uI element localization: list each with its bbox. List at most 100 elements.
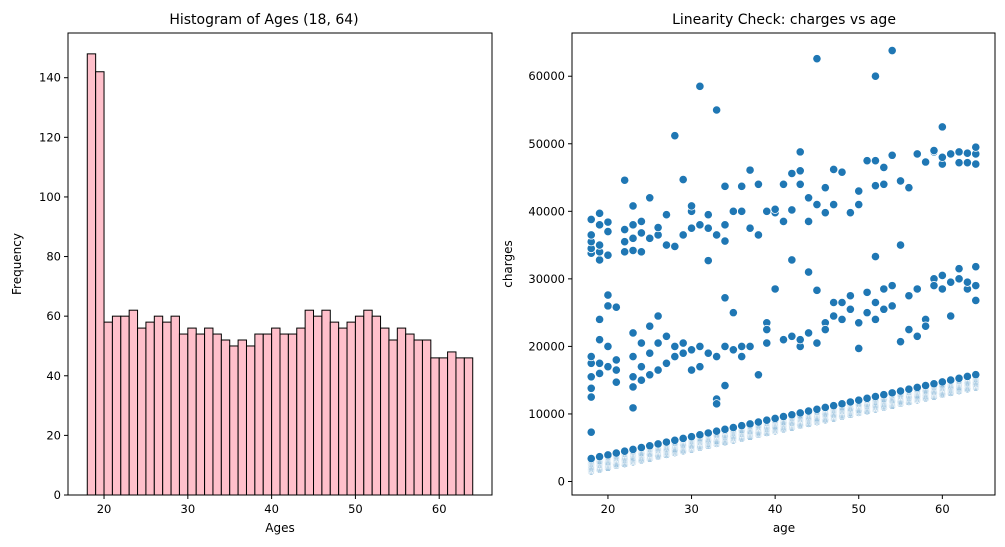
scatter-point: [803, 193, 814, 203]
histogram-bar: [212, 333, 222, 496]
scatter-point: [962, 371, 973, 382]
scatter-point: [745, 223, 755, 233]
scatter-point: [737, 421, 747, 431]
histogram-bar: [120, 315, 130, 496]
scatter-point: [745, 419, 755, 429]
x-tick-label: 40: [768, 502, 783, 516]
scatter-point: [753, 370, 764, 380]
scatter-point: [695, 430, 705, 440]
scatter-point: [670, 435, 680, 445]
histogram-bar: [162, 321, 172, 496]
scatter-point: [946, 375, 956, 385]
scatter-point: [703, 428, 713, 438]
scatter-point: [712, 399, 722, 409]
x-tick-label: 50: [851, 502, 866, 516]
scatter-point: [745, 341, 755, 352]
histogram-bar: [346, 321, 356, 496]
scatter-point: [712, 230, 722, 240]
y-tick-label: 10000: [528, 407, 565, 421]
scatter-point: [636, 338, 646, 348]
scatter-point: [954, 158, 964, 168]
scatter-point: [971, 295, 981, 306]
scatter-point: [971, 159, 981, 169]
scatter-point: [603, 250, 613, 260]
y-tick-label: 120: [39, 130, 61, 144]
histogram-y-ticks: 0 20 40 60 80 100 120 140: [39, 71, 68, 502]
scatter-point: [620, 175, 630, 185]
scatter-point: [778, 411, 789, 422]
scatter-point: [695, 220, 705, 230]
scatter-point: [937, 284, 947, 294]
scatter-point: [737, 351, 747, 362]
histogram-bar: [329, 321, 340, 496]
scatter-point: [795, 166, 805, 176]
scatter-point: [720, 341, 730, 352]
scatter-point: [954, 274, 964, 284]
scatter-points: [586, 45, 981, 476]
histogram-bar: [178, 333, 189, 496]
scatter-point: [971, 370, 981, 380]
scatter-point: [753, 417, 764, 427]
scatter-point: [812, 54, 822, 64]
scatter-point: [603, 217, 613, 227]
scatter-point: [812, 338, 822, 348]
histogram-bar: [170, 315, 180, 496]
histogram-bar: [237, 339, 247, 496]
scatter-point: [820, 183, 830, 193]
scatter-point: [686, 223, 697, 233]
scatter-point: [628, 245, 638, 256]
histogram-bar: [363, 309, 373, 496]
histogram-x-axis-label: Ages: [265, 521, 294, 535]
scatter-point: [904, 291, 914, 301]
scatter-point: [728, 308, 738, 318]
histogram-bar: [128, 309, 139, 496]
histogram-bars: [86, 53, 474, 496]
scatter-point: [862, 308, 872, 318]
x-tick-label: 20: [97, 502, 112, 516]
scatter-point: [787, 255, 797, 265]
histogram-bar: [455, 357, 465, 496]
scatter-point: [678, 230, 688, 240]
scatter-point: [887, 281, 897, 291]
scatter-point: [703, 348, 713, 358]
histogram-bar: [354, 315, 365, 496]
scatter-point: [586, 214, 596, 225]
scatter-point: [795, 408, 805, 418]
scatter-point: [895, 240, 906, 250]
scatter-point: [686, 432, 697, 442]
scatter-point: [603, 301, 613, 311]
scatter-point: [937, 152, 947, 162]
scatter-point: [645, 193, 655, 203]
scatter-point: [712, 426, 722, 436]
histogram-bar: [413, 339, 423, 496]
scatter-point: [829, 311, 839, 321]
histogram-bar: [271, 327, 281, 496]
histogram-bar: [95, 71, 105, 496]
scatter-point: [745, 165, 755, 175]
scatter-point: [586, 383, 596, 393]
scatter-point: [879, 390, 889, 400]
x-tick-label: 60: [432, 502, 447, 516]
scatter-point: [611, 302, 621, 312]
scatter-point: [720, 236, 730, 246]
histogram-bar: [463, 357, 474, 496]
scatter-point: [645, 370, 655, 380]
scatter-point: [845, 208, 855, 218]
scatter-point: [803, 267, 814, 277]
scatter-point: [628, 372, 638, 382]
scatter-point: [854, 343, 864, 354]
histogram-bar: [229, 345, 239, 496]
scatter-point: [686, 365, 697, 375]
y-tick-label: 50000: [528, 137, 565, 151]
scatter-point: [795, 335, 805, 345]
scatter-point: [770, 284, 780, 294]
histogram-bar: [245, 345, 256, 496]
scatter-point: [620, 237, 630, 247]
scatter-point: [895, 176, 906, 186]
histogram-bar: [396, 327, 407, 496]
histogram-bar: [145, 321, 155, 496]
scatter-point: [603, 341, 613, 352]
scatter-point: [803, 328, 814, 338]
y-tick-label: 0: [54, 488, 61, 502]
scatter-point: [812, 285, 822, 295]
